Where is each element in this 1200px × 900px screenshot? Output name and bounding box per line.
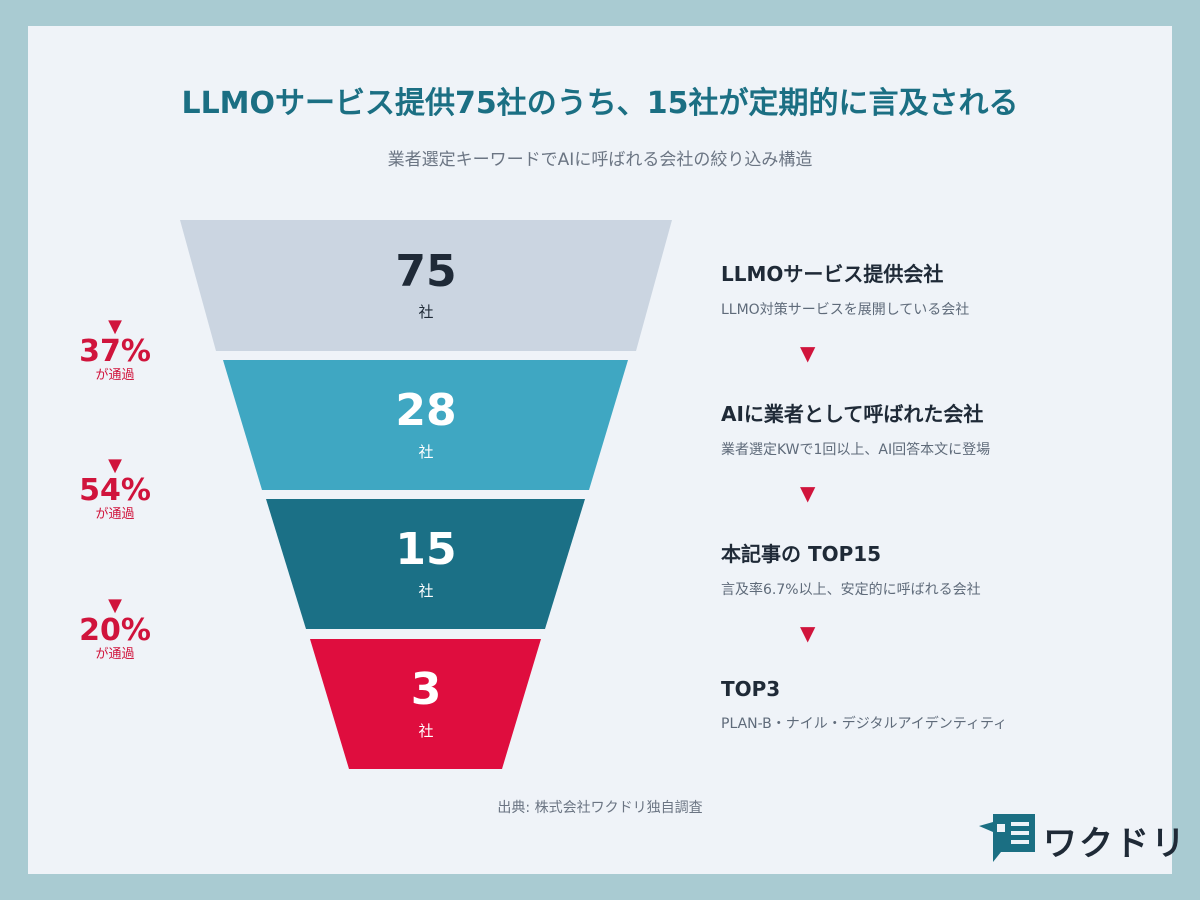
tier-3-unit: 社 (418, 582, 434, 600)
funnel-tier-1 (180, 220, 672, 351)
down-triangle-icon: ▼ (108, 316, 122, 337)
down-triangle-icon: ▼ (108, 595, 122, 616)
wakudori-logo (979, 814, 1035, 862)
tier-description-1: LLMOサービス提供会社 LLMO対策サービスを展開している会社 (721, 258, 969, 319)
tier-3-count: 15 (395, 524, 457, 575)
conversion-percent: 54% (79, 473, 151, 508)
tier-1-unit: 社 (418, 303, 434, 321)
source-note: 出典: 株式会社ワクドリ独自調査 (497, 800, 703, 816)
funnel-tier-4 (310, 639, 541, 769)
tier-description-4: TOP3 PLAN-B・ナイル・デジタルアイデンティティ (721, 677, 1007, 733)
conversion-rate-2: ▼ 54% が通過 (60, 457, 170, 522)
bird-logo-icon (979, 814, 1035, 862)
conversion-label: が通過 (95, 367, 135, 383)
funnel-tier-2 (223, 360, 628, 490)
tier-1-count: 75 (395, 246, 457, 297)
down-arrow-icon: ▼ (800, 481, 816, 505)
tier-description-3: 本記事の TOP15 言及率6.7%以上、安定的に呼ばれる会社 (721, 538, 981, 599)
tier-4-unit: 社 (418, 722, 434, 740)
tier-description-2: AIに業者として呼ばれた会社 業者選定KWで1回以上、AI回答本文に登場 (721, 398, 990, 459)
conversion-percent: 37% (79, 334, 151, 369)
down-arrow-icon: ▼ (800, 341, 816, 365)
tier-heading: 本記事の TOP15 (721, 542, 882, 566)
tier-heading: TOP3 (721, 677, 781, 701)
tier-heading: AIに業者として呼ばれた会社 (721, 402, 984, 426)
page-subtitle: 業者選定キーワードでAIに呼ばれる会社の絞り込み構造 (387, 150, 813, 170)
down-arrow-icon: ▼ (800, 621, 816, 645)
logo-wordmark: ワクドリ (1043, 824, 1187, 864)
tier-2-count: 28 (395, 385, 457, 436)
page-title: LLMOサービス提供75社のうち、15社が定期的に言及される (181, 86, 1019, 121)
tier-detail: 言及率6.7%以上、安定的に呼ばれる会社 (721, 582, 981, 598)
conversion-label: が通過 (95, 646, 135, 662)
tier-4-count: 3 (410, 664, 442, 715)
tier-2-unit: 社 (418, 443, 434, 461)
tier-detail: PLAN-B・ナイル・デジタルアイデンティティ (721, 716, 1008, 732)
tier-detail: 業者選定KWで1回以上、AI回答本文に登場 (721, 442, 991, 458)
conversion-rate-3: ▼ 20% が通過 (60, 597, 170, 662)
conversion-percent: 20% (79, 613, 151, 648)
tier-heading: LLMOサービス提供会社 (721, 262, 944, 286)
conversion-rate-1: ▼ 37% が通過 (60, 318, 170, 383)
down-triangle-icon: ▼ (108, 455, 122, 476)
conversion-label: が通過 (95, 506, 135, 522)
funnel-tier-3 (266, 499, 585, 629)
tier-detail: LLMO対策サービスを展開している会社 (721, 302, 970, 318)
